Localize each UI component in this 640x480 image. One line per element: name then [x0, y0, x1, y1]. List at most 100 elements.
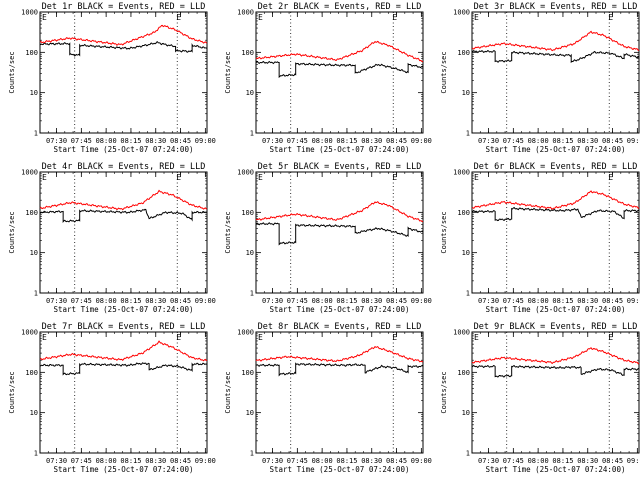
x-tick-label: 07:30 [262, 297, 283, 305]
y-axis-label: Counts/sec [8, 371, 16, 413]
x-tick-label: 08:45 [170, 297, 191, 305]
events-series-line [255, 222, 424, 246]
x-tick-label: 08:00 [96, 297, 117, 305]
event-marker-label: E [474, 173, 479, 182]
y-tick-label: 100 [457, 209, 470, 217]
event-marker-label: E [608, 173, 613, 182]
x-tick-label: 07:45 [71, 457, 92, 465]
y-tick-label: 1 [466, 450, 470, 458]
y-tick-label: 1 [34, 130, 38, 138]
y-tick-label: 1 [466, 290, 470, 298]
y-axis-label: Counts/sec [8, 51, 16, 93]
x-tick-label: 08:00 [528, 297, 549, 305]
plot-frame [471, 171, 640, 294]
detector-panel-8: Det 8r BLACK = Events, RED = LLD 1 10 100 10… [224, 322, 432, 474]
x-tick-label: 07:45 [503, 457, 524, 465]
x-tick-label: 09:00 [195, 137, 216, 145]
y-tick-label: 1 [466, 130, 470, 138]
event-marker-label: E [258, 333, 263, 342]
x-tick-label: 08:15 [552, 137, 573, 145]
x-tick-label: 07:45 [287, 297, 308, 305]
y-tick-label: 1 [250, 290, 254, 298]
events-series-line [39, 41, 208, 57]
x-axis-label: Start Time (25-Oct-07 07:24:00) [486, 465, 626, 474]
y-tick-label: 1000 [453, 329, 470, 337]
y-tick-label: 100 [241, 369, 254, 377]
lld-series-line [39, 189, 208, 211]
y-tick-label: 10 [462, 409, 470, 417]
x-tick-label: 07:30 [478, 137, 499, 145]
x-axis-label: Start Time (25-Oct-07 07:24:00) [270, 145, 410, 154]
event-marker-label: E [42, 173, 47, 182]
plot-frame [255, 11, 424, 134]
x-tick-label: 08:00 [528, 457, 549, 465]
y-tick-label: 1000 [21, 9, 38, 17]
x-axis-label: Start Time (25-Oct-07 07:24:00) [270, 305, 410, 314]
x-tick-label: 08:15 [120, 457, 141, 465]
y-tick-label: 1000 [237, 9, 254, 17]
x-tick-label: 08:00 [528, 137, 549, 145]
x-tick-label: 07:30 [46, 297, 67, 305]
panel-title: Det 1r BLACK = Events, RED = LLD [42, 2, 206, 12]
lld-series-line [471, 30, 640, 52]
detector-panel-5: Det 5r BLACK = Events, RED = LLD 1 10 100 10… [224, 162, 432, 314]
events-series-line [255, 362, 424, 377]
x-axis-label: Start Time (25-Oct-07 07:24:00) [54, 465, 194, 474]
x-tick-label: 07:30 [262, 137, 283, 145]
x-tick-label: 07:30 [262, 457, 283, 465]
plot-frame [39, 171, 208, 294]
events-series-line [471, 49, 640, 64]
plot-frame [255, 331, 424, 454]
y-axis-label: Counts/sec [440, 51, 448, 93]
x-tick-label: 09:00 [411, 297, 432, 305]
detector-panel-3: Det 3r BLACK = Events, RED = LLD 1 10 100 10… [440, 2, 640, 154]
x-tick-label: 08:45 [386, 137, 407, 145]
event-marker-label: E [258, 13, 263, 22]
event-marker-label: E [392, 173, 397, 182]
x-axis-label: Start Time (25-Oct-07 07:24:00) [270, 465, 410, 474]
panel-title: Det 8r BLACK = Events, RED = LLD [258, 322, 422, 332]
y-tick-label: 10 [462, 249, 470, 257]
x-tick-label: 08:45 [170, 137, 191, 145]
detector-panel-9: Det 9r BLACK = Events, RED = LLD 1 10 100 10… [440, 322, 640, 474]
event-marker-label: E [42, 13, 47, 22]
x-tick-label: 08:15 [336, 297, 357, 305]
x-tick-label: 07:30 [46, 137, 67, 145]
y-tick-label: 1 [250, 130, 254, 138]
x-tick-label: 08:45 [602, 137, 623, 145]
y-tick-label: 1 [250, 450, 254, 458]
y-tick-label: 1 [34, 290, 38, 298]
y-axis-label: Counts/sec [224, 51, 232, 93]
detector-panel-4: Det 4r BLACK = Events, RED = LLD 1 10 100 10… [8, 162, 216, 314]
x-tick-label: 07:45 [503, 297, 524, 305]
event-marker-label: E [42, 333, 47, 342]
y-tick-label: 10 [30, 249, 38, 257]
events-series-line [39, 208, 208, 223]
y-tick-label: 1000 [21, 169, 38, 177]
event-marker-label: E [258, 173, 263, 182]
x-tick-label: 07:45 [71, 297, 92, 305]
x-tick-label: 08:45 [170, 457, 191, 465]
x-tick-label: 07:30 [478, 297, 499, 305]
y-tick-label: 1000 [21, 329, 38, 337]
plot-frame [471, 331, 640, 454]
x-tick-label: 09:00 [627, 297, 640, 305]
y-axis-label: Counts/sec [224, 371, 232, 413]
event-marker-label: E [176, 13, 181, 22]
panel-title: Det 2r BLACK = Events, RED = LLD [258, 2, 422, 12]
x-tick-label: 08:30 [145, 297, 166, 305]
x-axis-label: Start Time (25-Oct-07 07:24:00) [54, 145, 194, 154]
y-tick-label: 100 [25, 49, 38, 57]
lld-series-line [255, 201, 424, 223]
lld-series-line [255, 40, 424, 63]
x-tick-label: 07:45 [71, 137, 92, 145]
x-tick-label: 08:00 [96, 137, 117, 145]
y-axis-label: Counts/sec [224, 211, 232, 253]
x-tick-label: 09:00 [627, 137, 640, 145]
x-tick-label: 08:15 [120, 137, 141, 145]
y-tick-label: 100 [241, 209, 254, 217]
detector-panel-1: Det 1r BLACK = Events, RED = LLD 1 10 100 10… [8, 2, 216, 154]
x-tick-label: 07:45 [287, 457, 308, 465]
y-tick-label: 10 [246, 249, 254, 257]
y-axis-label: Counts/sec [8, 211, 16, 253]
